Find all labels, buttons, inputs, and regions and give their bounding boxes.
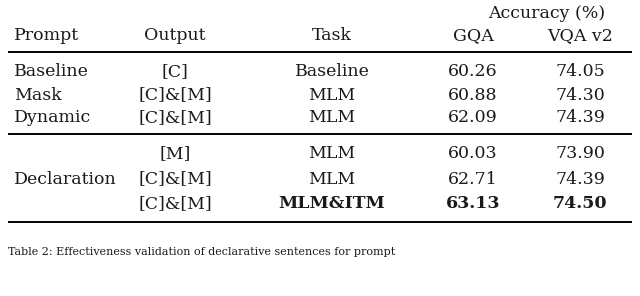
- Text: MLM&ITM: MLM&ITM: [278, 195, 385, 213]
- Text: 63.13: 63.13: [445, 195, 500, 213]
- Text: [M]: [M]: [159, 146, 191, 163]
- Text: Mask: Mask: [14, 86, 61, 104]
- Text: Dynamic: Dynamic: [14, 110, 92, 126]
- Text: 62.71: 62.71: [448, 170, 498, 187]
- Text: Baseline: Baseline: [14, 64, 89, 81]
- Text: Baseline: Baseline: [294, 64, 369, 81]
- Text: [C]&[M]: [C]&[M]: [138, 195, 212, 213]
- Text: 74.39: 74.39: [555, 110, 605, 126]
- Text: Table 2: Effectiveness validation of declarative sentences for prompt: Table 2: Effectiveness validation of dec…: [8, 247, 396, 257]
- Text: Output: Output: [144, 28, 205, 44]
- Text: 74.30: 74.30: [555, 86, 605, 104]
- Text: [C]&[M]: [C]&[M]: [138, 110, 212, 126]
- Text: Declaration: Declaration: [14, 170, 116, 187]
- Text: MLM: MLM: [308, 110, 356, 126]
- Text: MLM: MLM: [308, 146, 356, 163]
- Text: 60.03: 60.03: [448, 146, 498, 163]
- Text: 74.50: 74.50: [553, 195, 607, 213]
- Text: GQA: GQA: [452, 28, 493, 44]
- Text: [C]: [C]: [161, 64, 188, 81]
- Text: [C]&[M]: [C]&[M]: [138, 86, 212, 104]
- Text: 60.88: 60.88: [448, 86, 498, 104]
- Text: MLM: MLM: [308, 170, 356, 187]
- Text: 60.26: 60.26: [448, 64, 498, 81]
- Text: 62.09: 62.09: [448, 110, 498, 126]
- Text: 74.05: 74.05: [555, 64, 605, 81]
- Text: 73.90: 73.90: [555, 146, 605, 163]
- Text: VQA v2: VQA v2: [547, 28, 613, 44]
- Text: Accuracy (%): Accuracy (%): [488, 6, 605, 22]
- Text: Prompt: Prompt: [14, 28, 79, 44]
- Text: [C]&[M]: [C]&[M]: [138, 170, 212, 187]
- Text: 74.39: 74.39: [555, 170, 605, 187]
- Text: MLM: MLM: [308, 86, 356, 104]
- Text: Task: Task: [312, 28, 352, 44]
